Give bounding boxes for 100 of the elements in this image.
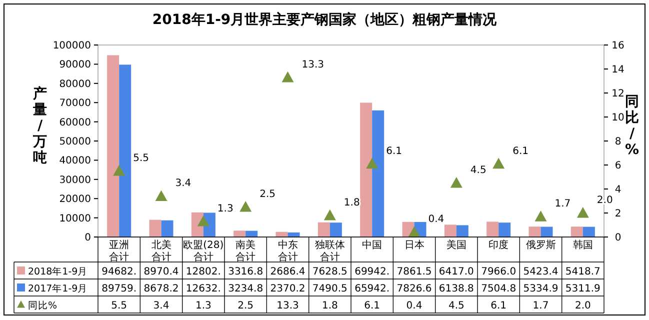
text: 6.1 <box>512 146 528 157</box>
point <box>282 71 294 82</box>
data-label: 8970.4 <box>144 266 179 278</box>
x-tick-label: 南美合计 <box>236 239 256 263</box>
data-label: 69942. <box>354 266 390 278</box>
data-label: 5334.9 <box>523 284 558 294</box>
x-tick-label: 美国 <box>446 239 466 251</box>
data-label: 3316.8 <box>228 266 264 278</box>
point <box>534 210 547 222</box>
y2-axis-title: 同比/% <box>624 94 640 158</box>
data-label: 0.4 <box>406 300 422 312</box>
data-label: 7861.5 <box>396 266 432 278</box>
bar <box>570 226 583 237</box>
data-label: 7966.0 <box>481 266 516 278</box>
y-tick-label: 30000 <box>59 174 91 186</box>
data-label: 5.5 <box>111 300 128 312</box>
bar <box>540 226 553 237</box>
x-tick-label: 印度 <box>488 239 509 251</box>
bar <box>486 222 499 237</box>
text: 2.0 <box>596 195 613 206</box>
x-tick-label: 欧盟(28)合计 <box>183 239 224 263</box>
y-tick-label: 90000 <box>59 60 91 71</box>
data-label: 89759. <box>102 284 137 294</box>
bar <box>149 220 162 237</box>
text: 6.1 <box>386 146 402 157</box>
data-label: 6417.0 <box>438 266 474 278</box>
data-label: 6.1 <box>490 300 507 312</box>
bar <box>119 64 132 237</box>
text: 4.5 <box>470 165 486 176</box>
bar <box>318 222 330 237</box>
data-label: 6.1 <box>364 300 380 312</box>
y-axis-title: 产量/万吨 <box>32 85 47 166</box>
y2-tick-label: 10 <box>612 112 624 124</box>
bar <box>498 222 511 237</box>
y-tick-label: 60000 <box>59 117 91 128</box>
point <box>492 158 505 169</box>
data-label: 1.8 <box>322 300 338 312</box>
point <box>240 201 252 212</box>
data-label: 65942. <box>354 284 390 294</box>
data-label: 2370.2 <box>270 284 306 294</box>
bar <box>456 225 468 237</box>
data-label: 1.7 <box>532 300 549 312</box>
x-tick-label: 北美合计 <box>151 239 172 263</box>
y-tick-label: 100000 <box>52 40 91 52</box>
x-tick-label: 独联体合计 <box>314 239 345 263</box>
y-tick-label: 70000 <box>59 98 91 110</box>
y-tick-label: 50000 <box>59 136 91 148</box>
bar <box>360 102 372 237</box>
text: 2.5 <box>260 189 276 200</box>
x-tick-label: 亚洲合计 <box>109 239 130 263</box>
data-label: 2.5 <box>238 300 254 312</box>
point <box>450 177 462 188</box>
data-label: 5423.4 <box>523 266 558 278</box>
data-label: 12632. <box>186 284 221 294</box>
legend-label: 同比% <box>28 300 58 312</box>
data-label: 7504.8 <box>481 284 516 294</box>
x-tick-label: 韩国 <box>572 239 593 251</box>
bar <box>161 220 174 237</box>
bar <box>330 222 342 237</box>
y-tick-label: 20000 <box>59 194 91 206</box>
y2-tick-label: 12 <box>612 88 624 100</box>
x-tick-label: 中东合计 <box>278 239 298 263</box>
y2-tick-label: 0 <box>614 232 622 244</box>
point <box>576 207 589 218</box>
data-label: 7826.6 <box>396 284 432 294</box>
legend-label: 2017年1-9月 <box>28 282 88 294</box>
text: 13.3 <box>302 59 324 70</box>
text: 1.8 <box>344 197 360 208</box>
data-label: 94682. <box>102 266 137 278</box>
text: 3.4 <box>175 178 192 190</box>
data-label: 5311.9 <box>565 284 600 294</box>
point <box>408 226 420 237</box>
bar <box>234 230 246 237</box>
x-tick-label: 中国 <box>362 239 382 251</box>
point <box>324 209 336 220</box>
data-label: 7628.5 <box>312 266 348 278</box>
y2-tick-label: 14 <box>612 64 624 76</box>
x-tick-label: 俄罗斯 <box>526 239 556 251</box>
data-label: 5418.7 <box>565 266 600 278</box>
data-label: 2.0 <box>574 300 591 312</box>
data-label: 6138.8 <box>438 284 474 294</box>
bar <box>582 226 595 237</box>
bar <box>372 110 384 237</box>
data-label: 1.3 <box>195 300 212 312</box>
bar <box>528 226 541 237</box>
data-label: 7490.5 <box>312 284 348 294</box>
data-label: 13.3 <box>276 300 299 312</box>
chart-title: 2018年1-9月世界主要产钢国家（地区）粗钢产量情况 <box>152 11 498 28</box>
y2-tick-label: 6 <box>614 160 622 172</box>
legend-label: 2018年1-9月 <box>28 266 88 278</box>
y-tick-label: 40000 <box>59 156 91 167</box>
bar <box>107 55 120 237</box>
point <box>155 190 168 201</box>
y2-tick-label: 8 <box>614 136 622 148</box>
y2-tick-label: 4 <box>614 184 622 196</box>
text: 1.7 <box>554 198 571 210</box>
y2-tick-label: 2 <box>614 208 622 220</box>
y-tick-label: 0 <box>84 232 91 244</box>
text: 0.4 <box>428 214 444 226</box>
data-label: 8678.2 <box>144 284 179 294</box>
